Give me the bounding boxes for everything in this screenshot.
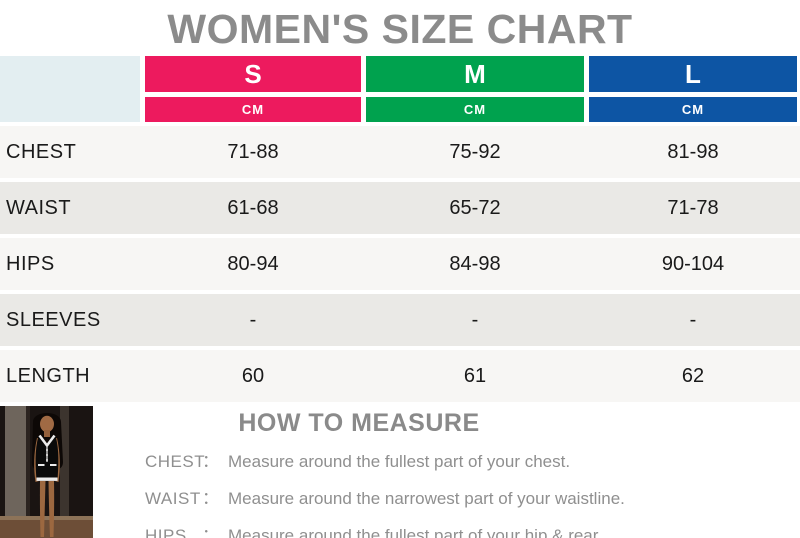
hips-m-value: 84-98 bbox=[449, 252, 501, 275]
table-row-length: LENGTH 60 61 62 bbox=[0, 350, 800, 402]
sleeves-s-value: - bbox=[249, 308, 257, 331]
instruction-chest-label: CHEST bbox=[145, 452, 206, 471]
size-table: S M L CM CM CM CHEST 71-88 75-92 81-98 W… bbox=[0, 56, 800, 402]
length-m-value: 61 bbox=[463, 364, 487, 387]
instruction-waist-label: WAIST bbox=[145, 489, 201, 508]
row-label-chest: CHEST bbox=[6, 140, 77, 163]
row-label-sleeves: SLEEVES bbox=[6, 308, 101, 331]
size-header-s: S bbox=[145, 56, 361, 92]
table-row-hips: HIPS 80-94 84-98 90-104 bbox=[0, 238, 800, 290]
unit-cell-m: CM bbox=[366, 97, 584, 122]
instruction-chest-colon: ： bbox=[202, 452, 219, 471]
row-label-hips: HIPS bbox=[6, 252, 55, 275]
how-to-measure-heading: HOW TO MEASURE bbox=[238, 409, 480, 437]
instruction-waist-colon: ： bbox=[202, 489, 219, 508]
page-title: WOMEN'S SIZE CHART bbox=[167, 6, 633, 52]
chest-s-value: 71-88 bbox=[227, 140, 279, 163]
model-photo bbox=[0, 406, 93, 538]
how-to-measure-section: HOW TO MEASURE CHEST： Measure around the … bbox=[0, 406, 800, 538]
table-header: S M L CM CM CM bbox=[0, 56, 800, 122]
row-label-waist: WAIST bbox=[6, 196, 72, 219]
hips-l-value: 90-104 bbox=[661, 252, 725, 275]
unit-cell-s: CM bbox=[145, 97, 361, 122]
instruction-waist: WAIST： Measure around the narrowest part … bbox=[145, 484, 800, 509]
size-header-l: L bbox=[589, 56, 797, 92]
measure-instructions: HOW TO MEASURE CHEST： Measure around the … bbox=[93, 406, 800, 538]
sleeves-l-value: - bbox=[689, 308, 697, 331]
waist-l-value: 71-78 bbox=[667, 196, 719, 219]
waist-s-value: 61-68 bbox=[227, 196, 279, 219]
instruction-hips-text: Measure around the fullest part of your … bbox=[228, 526, 603, 538]
chest-l-value: 81-98 bbox=[667, 140, 719, 163]
table-row-sleeves: SLEEVES - - - bbox=[0, 294, 800, 346]
instruction-hips-label: HIPS bbox=[145, 526, 187, 538]
size-header-m: M bbox=[366, 56, 584, 92]
row-label-length: LENGTH bbox=[6, 364, 91, 387]
length-s-value: 60 bbox=[241, 364, 265, 387]
chest-m-value: 75-92 bbox=[449, 140, 501, 163]
instruction-chest: CHEST： Measure around the fullest part of… bbox=[145, 447, 800, 472]
model-photo-illustration bbox=[0, 406, 93, 538]
instruction-waist-text: Measure around the narrowest part of you… bbox=[228, 489, 625, 508]
unit-cell-l: CM bbox=[589, 97, 797, 122]
instruction-chest-text: Measure around the fullest part of your … bbox=[228, 452, 571, 471]
hips-s-value: 80-94 bbox=[227, 252, 279, 275]
instruction-hips-colon: ： bbox=[202, 526, 219, 538]
instruction-hips: HIPS ： Measure around the fullest part of … bbox=[145, 521, 800, 538]
table-row-chest: CHEST 71-88 75-92 81-98 bbox=[0, 126, 800, 178]
waist-m-value: 65-72 bbox=[449, 196, 501, 219]
sleeves-m-value: - bbox=[471, 308, 479, 331]
table-corner-cell bbox=[0, 56, 140, 122]
table-row-waist: WAIST 61-68 65-72 71-78 bbox=[0, 182, 800, 234]
length-l-value: 62 bbox=[681, 364, 705, 387]
